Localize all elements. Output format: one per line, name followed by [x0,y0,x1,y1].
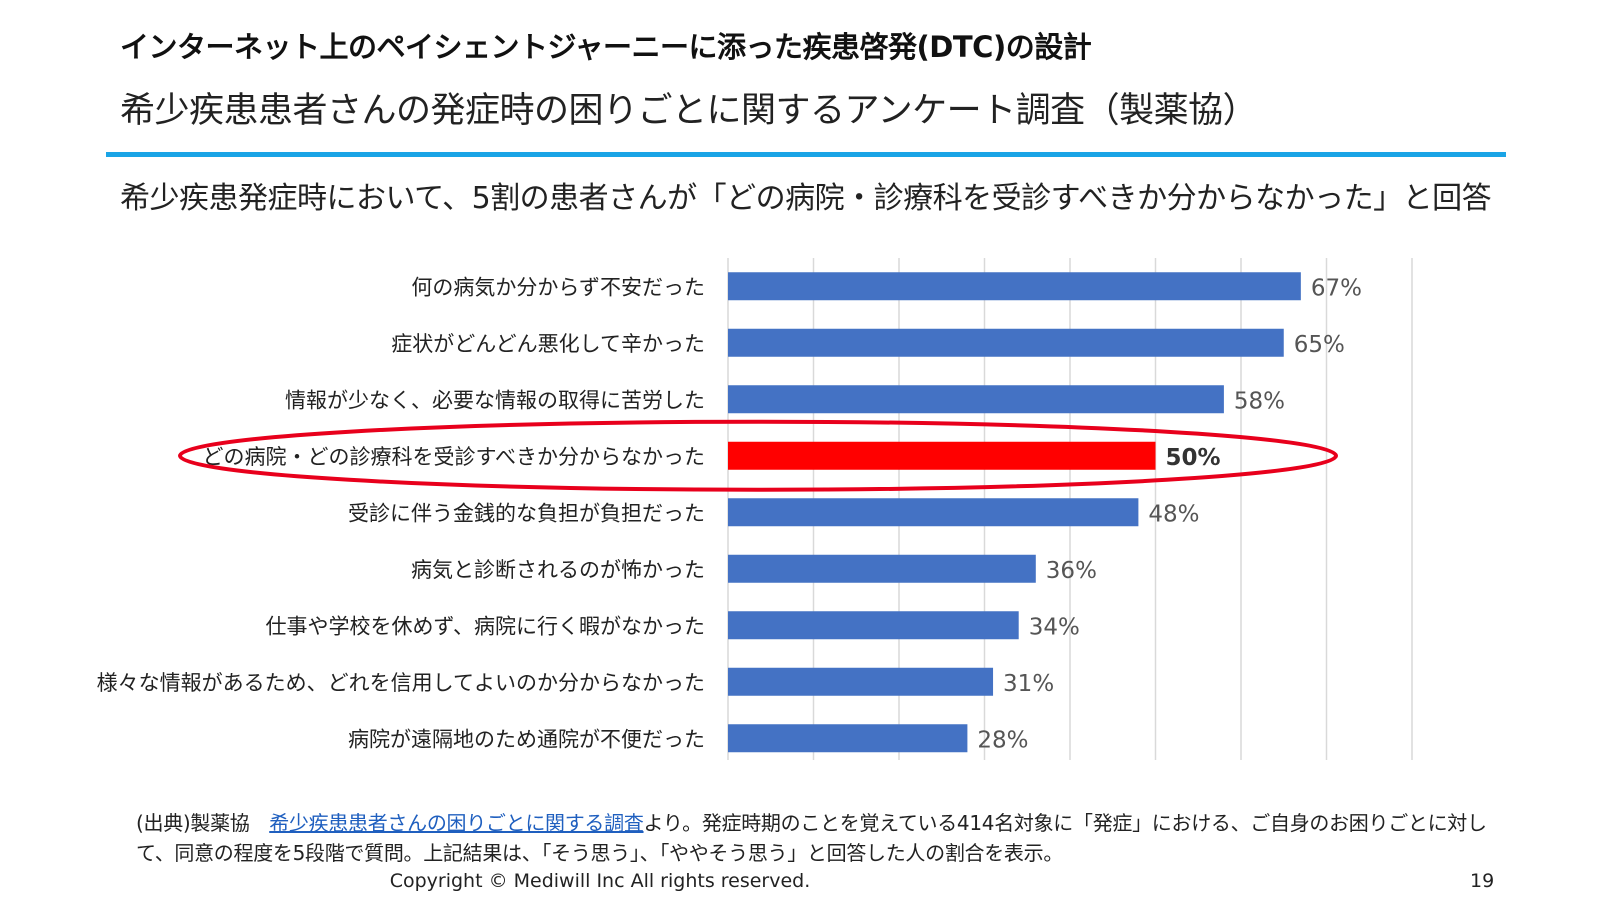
data-label: 48% [1148,501,1199,527]
source-suffix: より。発症時期のことを覚えている414名対象に「発症」における、ご自身のお困りご… [136,811,1487,865]
data-label: 31% [1003,671,1054,697]
page-subtitle: 希少疾患患者さんの発症時の困りごとに関するアンケート調査（製薬協） [120,91,1258,131]
data-label: 36% [1046,558,1097,584]
bar [728,667,994,696]
category-label: 様々な情報があるため、どれを信用してよいのか分からなかった [97,671,705,695]
highlighted-bar [728,441,1156,470]
source-link[interactable]: 希少疾患患者さんの困りごとに関する調査 [269,811,644,835]
data-label: 58% [1234,388,1285,414]
category-label: 症状がどんどん悪化して辛かった [391,332,705,356]
bar [728,385,1224,414]
bar [728,498,1139,527]
category-label: 病気と診断されるのが怖かった [411,558,705,582]
data-label: 28% [977,727,1028,753]
bar-chart: 何の病気か分からず不安だった 67% 症状がどんどん悪化して辛かった 65% 情報が少な… [97,258,1413,760]
category-label: 何の病気か分からず不安だった [411,275,705,299]
bar [728,328,1284,357]
page-number: 19 [1470,870,1495,892]
chart-headline: 希少疾患発症時において、5割の患者さんが「どの病院・診療科を受診すべきか分からな… [120,181,1492,216]
bar [728,554,1036,583]
category-label: 病院が遠隔地のため通院が不便だった [348,727,705,751]
source-prefix: (出典)製薬協 [136,811,270,835]
data-label: 34% [1029,614,1080,640]
category-label: 受診に伴う金銭的な負担が負担だった [348,501,705,525]
category-label: 仕事や学校を休めず、病院に行く暇がなかった [265,614,705,638]
data-label: 67% [1311,275,1362,301]
page-title: インターネット上のペイシェントジャーニーに添った疾患啓発(DTC)の設計 [120,30,1092,64]
bar [728,272,1301,301]
title-divider [106,152,1506,157]
highlight-ellipse [178,419,1338,492]
bar [728,611,1019,640]
category-label: 情報が少なく、必要な情報の取得に苦労した [285,388,705,412]
data-label: 50% [1166,445,1221,471]
copyright: Copyright © Mediwill Inc All rights rese… [389,870,811,892]
bar [728,724,968,753]
source-note: (出典)製薬協 希少疾患患者さんの困りごとに関する調査より。発症時期のことを覚え… [136,808,1516,868]
data-label: 65% [1294,332,1345,358]
category-label: どの病院・どの診療科を受診すべきか分からなかった [202,445,705,469]
